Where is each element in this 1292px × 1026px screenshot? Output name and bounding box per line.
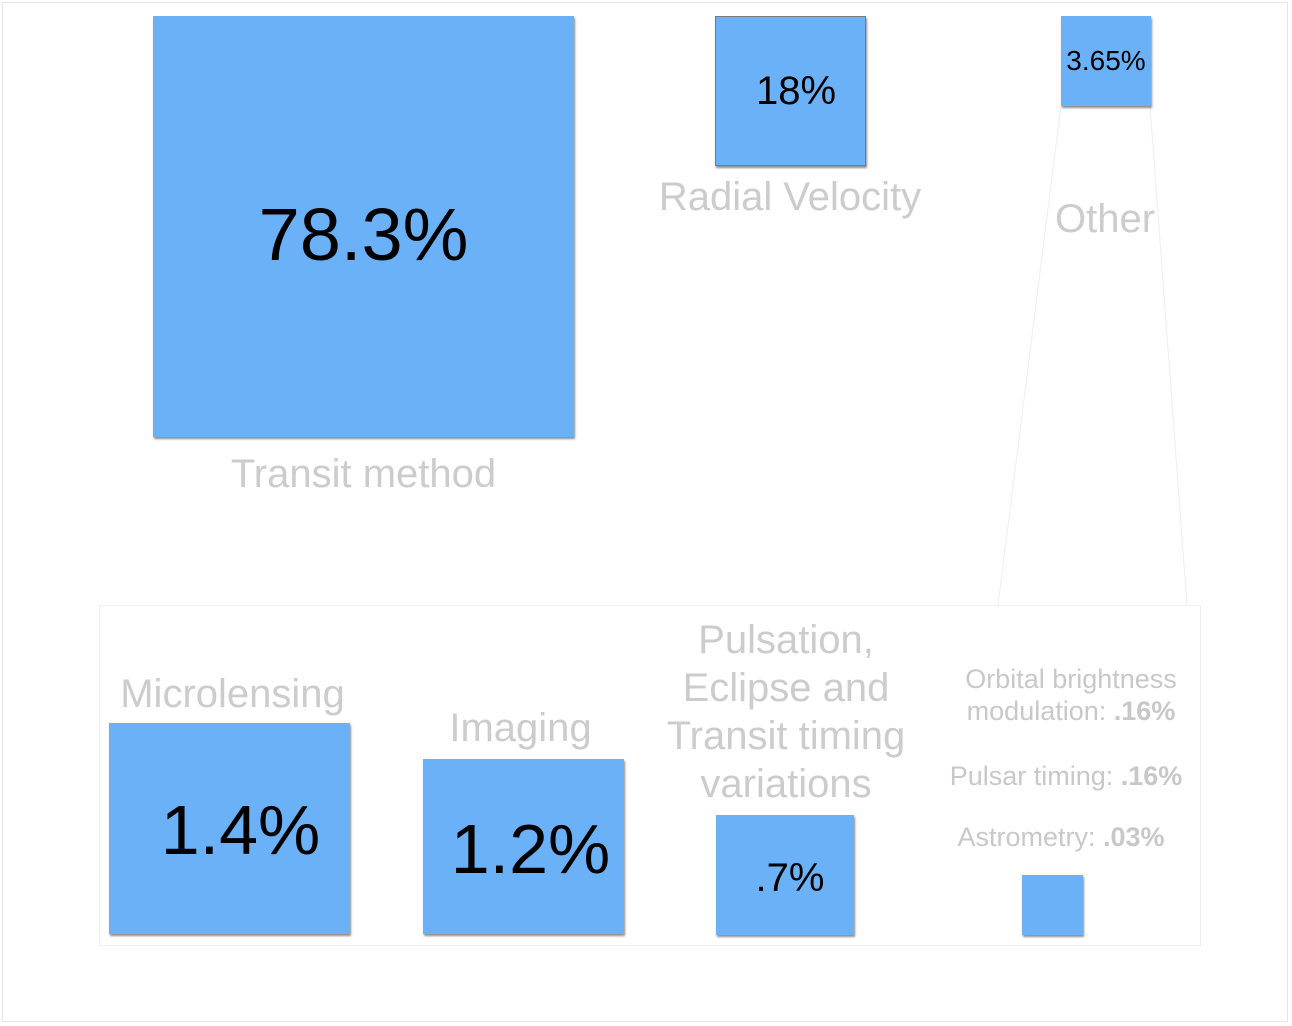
value-label-imaging: 1.2% [450, 810, 611, 888]
other-breakdown-box [99, 605, 1201, 946]
category-label-microlensing: Microlensing [120, 672, 345, 716]
square-imaging [423, 759, 624, 934]
callout-line-right [1149, 105, 1188, 606]
category-label-other: Other [1054, 197, 1156, 241]
callout-line-left [997, 105, 1062, 606]
square-other [1061, 16, 1151, 106]
small-item-astrometry-name: Astrometry: [957, 822, 1096, 852]
small-item-pulsar-timing-name: Pulsar timing: [949, 761, 1114, 791]
square-pulsation-eclipse-transit [716, 815, 854, 935]
square-transit-method [153, 16, 574, 437]
small-item-astrometry-value: .03% [1103, 822, 1165, 852]
small-item-orbital-brightness: Orbital brightness modulation: .16% [940, 663, 1202, 728]
category-label-imaging: Imaging [449, 706, 592, 750]
small-item-orbital-brightness-name: Orbital brightness modulation: [965, 664, 1177, 727]
square-radial-velocity [715, 16, 866, 166]
small-item-astrometry: Astrometry: .03% [928, 821, 1194, 853]
value-label-pulsation-eclipse-transit: .7% [755, 856, 825, 900]
category-label-transit-method: Transit method [230, 452, 497, 496]
small-item-pulsar-timing: Pulsar timing: .16% [928, 760, 1204, 792]
square-small-items [1022, 875, 1083, 935]
category-label-pulsation-eclipse-transit: Pulsation, Eclipse and Transit timing va… [666, 618, 906, 806]
small-item-pulsar-timing-value: .16% [1120, 761, 1183, 791]
category-label-radial-velocity: Radial Velocity [658, 175, 922, 219]
square-microlensing [109, 723, 350, 934]
value-label-microlensing: 1.4% [160, 791, 321, 869]
small-item-orbital-brightness-value: .16% [1113, 696, 1176, 727]
value-label-transit-method: 78.3% [258, 193, 469, 276]
value-label-radial-velocity: 18% [755, 69, 837, 113]
value-label-other: 3.65% [1066, 45, 1146, 76]
